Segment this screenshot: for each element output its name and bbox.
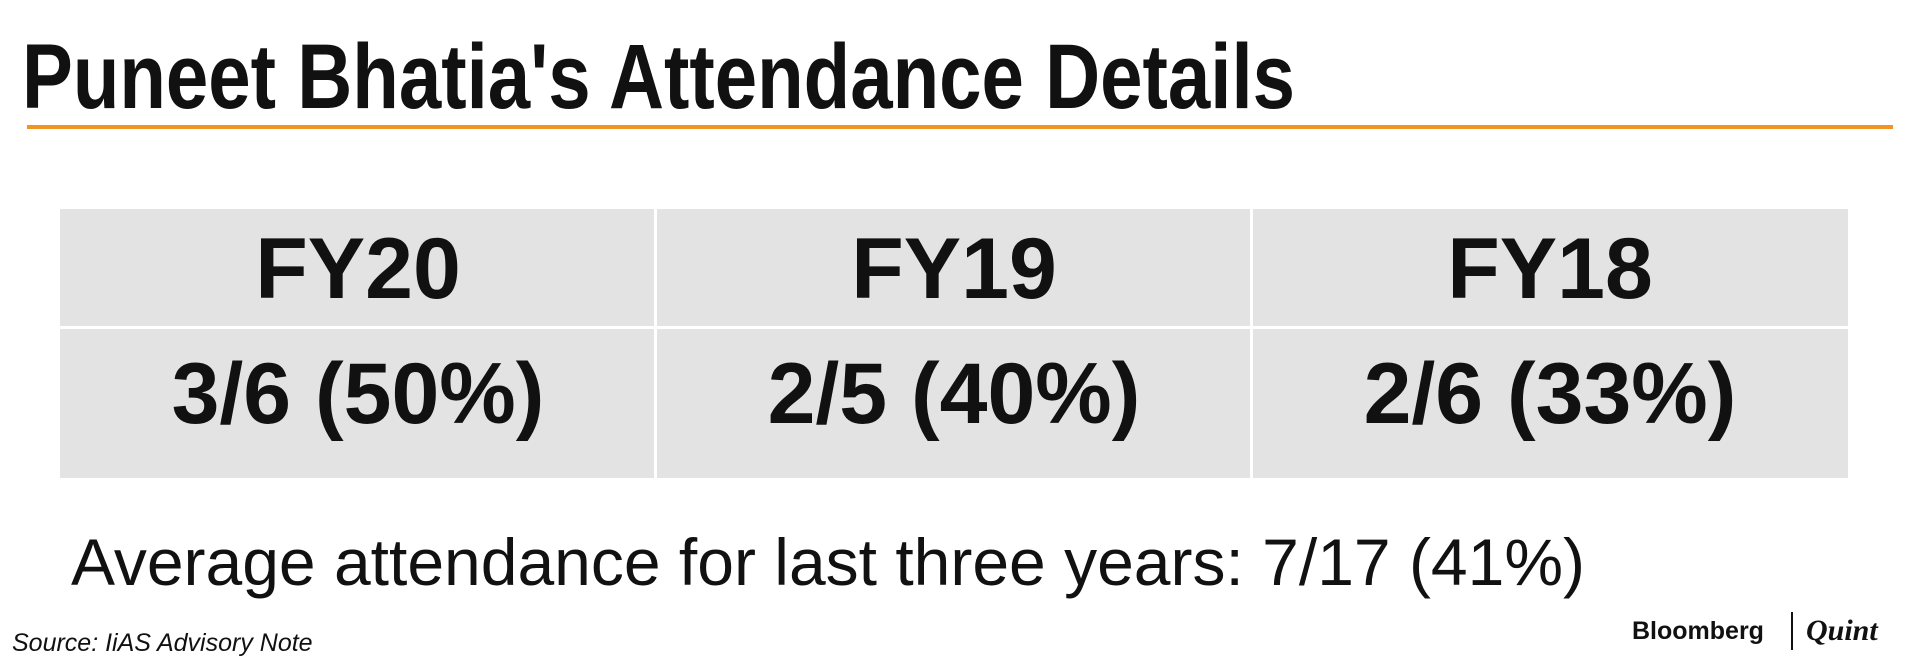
- cell: 3/6 (50%): [172, 346, 545, 442]
- column-header: FY19: [851, 221, 1057, 317]
- source: Source: IiAS Advisory Note: [12, 629, 313, 657]
- note: Average attendance for last three years:…: [71, 525, 1585, 599]
- column-header: FY18: [1447, 221, 1653, 317]
- cell: 2/5 (40%): [768, 346, 1141, 442]
- brand-suffix: Quint: [1806, 614, 1879, 647]
- title-rule: [27, 125, 1893, 129]
- table-bg: [60, 209, 1848, 478]
- col-divider: [654, 209, 657, 478]
- col-divider: [1250, 209, 1253, 478]
- cell: 2/6 (33%): [1364, 346, 1737, 442]
- row-divider: [60, 326, 1848, 329]
- table: FY20 FY19 FY18 3/6 (50%) 2/5 (40%) 2/6 (33%): [60, 209, 1848, 478]
- title: Puneet Bhatia's Attendance Details: [22, 26, 1295, 128]
- brand: Bloomberg: [1632, 617, 1764, 645]
- column-header: FY20: [255, 221, 461, 317]
